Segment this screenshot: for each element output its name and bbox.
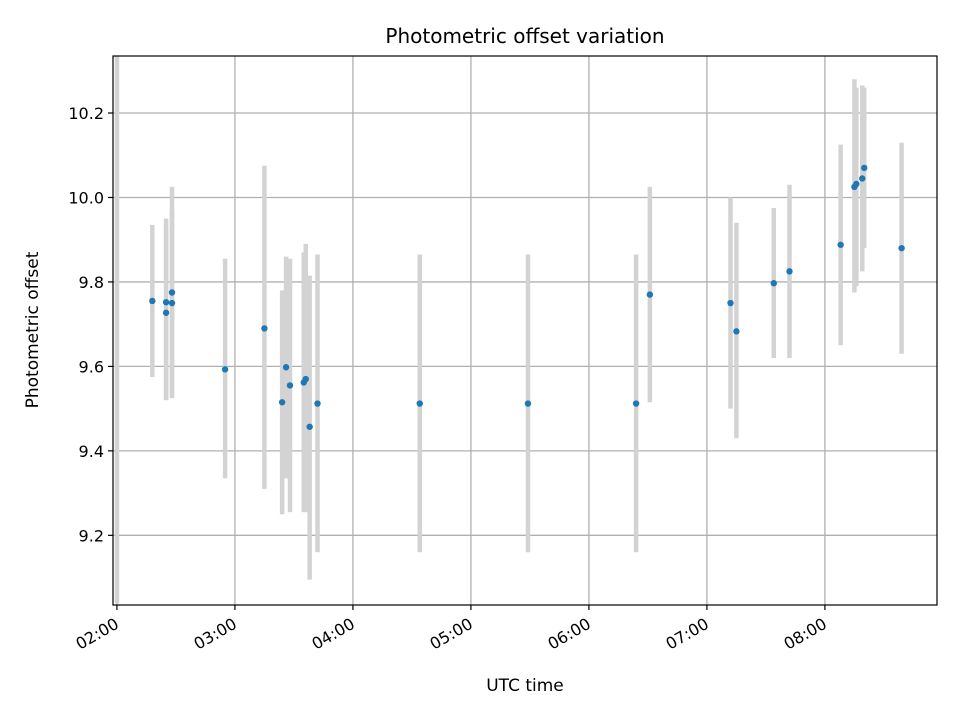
data-point bbox=[162, 299, 170, 306]
y-axis-label: Photometric offset bbox=[23, 251, 43, 408]
data-point bbox=[168, 289, 176, 296]
y-tick-label: 9.2 bbox=[79, 526, 104, 545]
data-point bbox=[727, 299, 734, 307]
y-tick-label: 9.8 bbox=[79, 273, 104, 292]
data-point bbox=[770, 280, 777, 287]
plot-frame bbox=[112, 55, 938, 606]
data-point bbox=[898, 244, 905, 252]
y-tick-label: 10.0 bbox=[68, 188, 104, 207]
y-tick-label: 10.2 bbox=[68, 104, 104, 123]
data-point bbox=[286, 382, 294, 389]
data-point bbox=[168, 299, 176, 307]
data-point bbox=[646, 291, 654, 298]
chart-title: Photometric offset variation bbox=[385, 24, 664, 48]
data-point bbox=[278, 399, 286, 406]
data-point bbox=[261, 325, 268, 332]
data-point bbox=[306, 423, 313, 430]
data-point bbox=[837, 241, 844, 248]
grid bbox=[113, 56, 937, 605]
data-point bbox=[524, 400, 532, 407]
data-point bbox=[416, 400, 423, 407]
data-point bbox=[149, 297, 156, 305]
data-point bbox=[302, 375, 309, 383]
data-point bbox=[221, 366, 229, 373]
y-axis-ticks: 9.2 9.4 9.6 9.8 10.0 10.2 bbox=[68, 104, 113, 545]
data-point bbox=[853, 180, 860, 188]
x-axis-label: UTC time bbox=[486, 676, 564, 696]
data-point bbox=[859, 175, 866, 182]
data-point bbox=[314, 400, 321, 407]
data-point bbox=[282, 364, 290, 371]
data-point bbox=[162, 309, 170, 316]
y-tick-label: 9.4 bbox=[79, 442, 104, 461]
data-point bbox=[733, 328, 740, 335]
data-point bbox=[786, 268, 793, 275]
data-points bbox=[149, 164, 905, 430]
data-point bbox=[861, 164, 868, 172]
y-tick-label: 9.6 bbox=[79, 357, 104, 376]
data-point bbox=[632, 400, 640, 407]
